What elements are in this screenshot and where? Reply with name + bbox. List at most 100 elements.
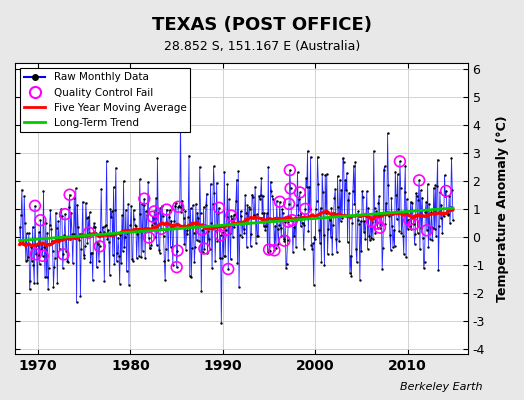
Point [401,163,409,169]
Point [230,212,238,218]
Point [157,226,166,232]
Point [140,196,148,202]
Point [356,276,364,283]
Point [21,220,29,226]
Point [132,223,140,230]
Point [319,188,327,195]
Point [26,278,35,284]
Point [223,214,231,220]
Point [279,236,288,242]
Point [357,248,366,254]
Point [48,238,56,245]
Point [411,230,420,237]
Point [61,211,69,217]
Point [268,193,276,200]
Point [374,200,383,206]
Point [353,259,361,266]
Point [369,148,378,154]
Point [301,206,309,212]
Point [207,220,215,226]
Point [407,226,416,233]
Point [187,205,195,212]
Point [98,230,106,237]
Point [40,243,48,250]
Point [117,260,125,266]
Point [188,245,196,251]
Point [74,223,82,230]
Point [191,244,199,250]
Point [198,227,206,233]
Point [92,264,101,270]
Point [194,215,202,222]
Point [128,256,136,263]
Point [146,244,154,251]
Point [220,169,228,175]
Point [139,202,148,208]
Point [281,219,289,225]
Point [137,254,146,261]
Point [435,223,443,230]
Point [30,280,38,286]
Point [241,192,249,198]
Point [311,236,320,242]
Point [372,208,380,214]
Point [238,219,247,225]
Point [224,266,233,272]
Point [272,245,280,252]
Point [333,173,342,179]
Point [45,265,53,272]
Point [174,204,182,210]
Point [423,181,432,187]
Point [205,245,214,252]
Point [290,233,299,239]
Point [420,259,429,266]
Point [416,246,424,252]
Point [361,236,369,243]
Point [286,167,294,173]
Point [86,259,95,265]
Point [221,253,230,260]
Point [170,218,179,225]
Point [156,250,164,256]
Point [283,237,292,243]
Point [42,274,51,280]
Point [75,230,84,237]
Point [34,251,42,258]
Point [168,224,176,230]
Point [413,230,422,236]
Point [430,184,438,191]
Point [28,258,36,264]
Point [390,243,399,249]
Point [389,244,397,251]
Point [39,188,48,194]
Point [436,189,444,195]
Point [431,182,440,188]
Point [150,208,159,214]
Point [309,240,317,246]
Point [171,202,179,209]
Point [254,232,263,239]
Point [414,197,422,203]
Point [417,225,425,231]
Point [46,207,54,214]
Point [206,181,215,187]
Point [56,246,64,252]
Point [127,203,135,209]
Point [381,220,389,227]
Point [195,238,203,244]
Point [392,216,401,222]
Point [133,255,141,261]
Point [429,225,437,231]
Point [149,214,157,220]
Point [293,169,302,175]
Point [330,194,339,201]
Point [210,163,218,170]
Point [248,191,256,198]
Point [300,246,308,252]
Point [107,214,115,220]
Point [78,231,86,238]
Point [405,217,413,223]
Point [354,208,363,214]
Point [240,229,248,236]
Point [249,194,257,200]
